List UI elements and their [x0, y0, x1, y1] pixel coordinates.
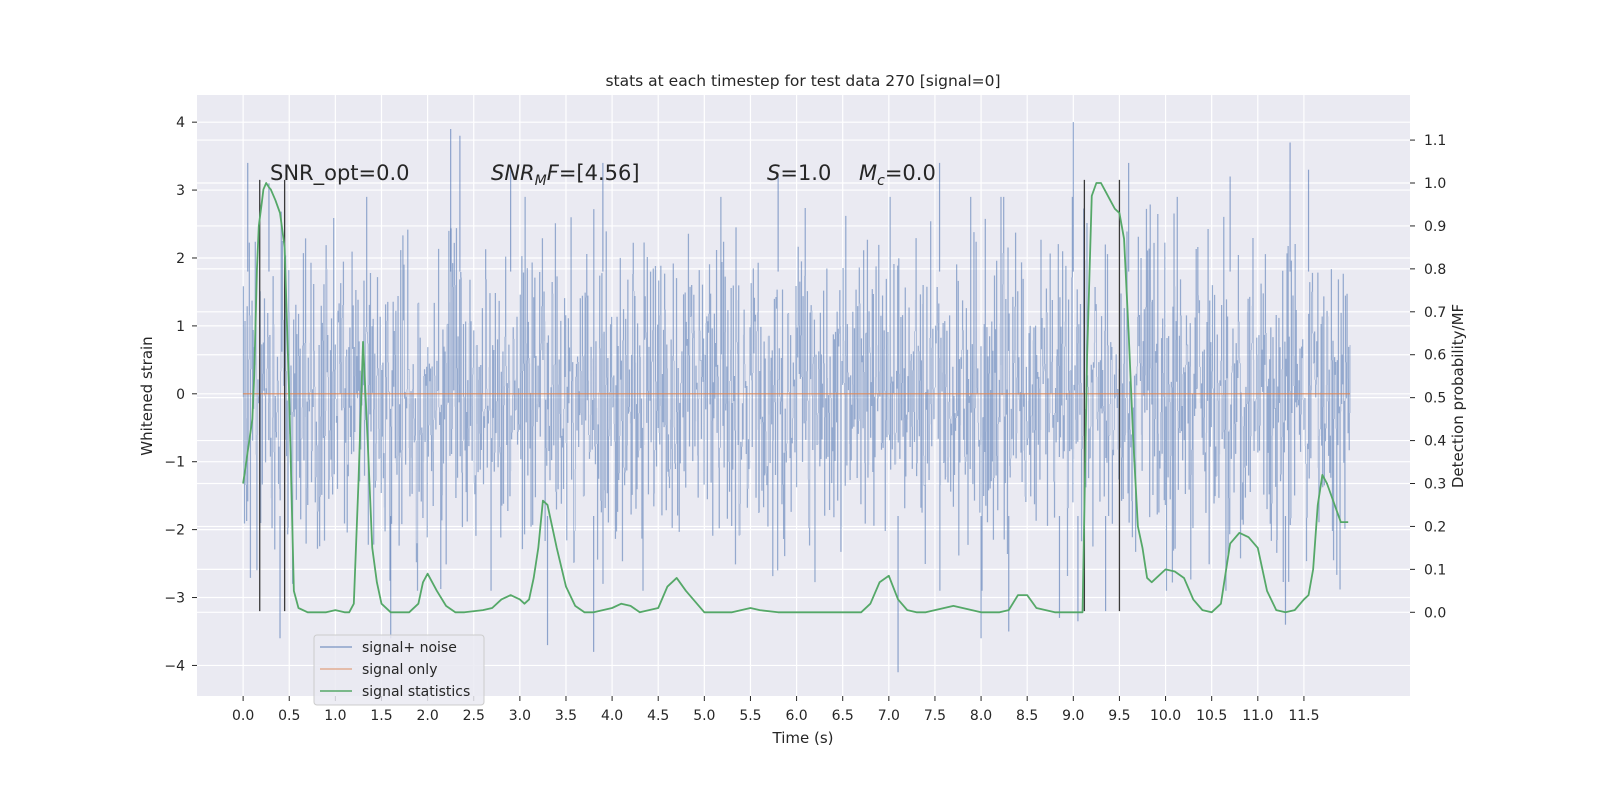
- legend: signal+ noise signal only signal statist…: [313, 634, 485, 706]
- signal-statistics-line: [242, 182, 1349, 614]
- y2-tick-label: 1.1: [1424, 133, 1446, 149]
- x-tick-label: 11.5: [1288, 708, 1319, 724]
- x-tick-label: 6.0: [785, 708, 807, 724]
- annotation-snr-mf-value: =[4.56]: [559, 161, 640, 185]
- x-tick-label: 7.0: [878, 708, 900, 724]
- y-tick-label: −3: [164, 591, 185, 607]
- chart-title: stats at each timestep for test data 270…: [605, 72, 1000, 90]
- x-tick-label: 0.5: [278, 708, 300, 724]
- y-tick-label: 3: [176, 183, 185, 199]
- series-signal-statistics: [242, 182, 1349, 614]
- annotation-row: SNR_opt=0.0 SNRMF=[4.56] S=1.0 Mc=0.0: [270, 161, 936, 189]
- x-tick-label: 11.0: [1242, 708, 1273, 724]
- y2-tick-label: 0.4: [1424, 434, 1446, 450]
- y2-tick-label: 0.9: [1424, 219, 1446, 235]
- x-tick-label: 4.5: [647, 708, 669, 724]
- x-tick-label: 1.5: [370, 708, 392, 724]
- x-tick-label: 5.5: [739, 708, 761, 724]
- legend-label-signal-noise: signal+ noise: [362, 640, 457, 656]
- annotation-mc: Mc=0.0: [859, 161, 936, 189]
- y2-tick-label: 0.0: [1424, 605, 1446, 621]
- y2-tick-label: 0.5: [1424, 391, 1446, 407]
- x-tick-label: 5.0: [693, 708, 715, 724]
- y-tick-label: −2: [164, 523, 185, 539]
- x-tick-label: 0.0: [232, 708, 254, 724]
- y2-tick-label: 0.8: [1424, 262, 1446, 278]
- x-tick-label: 8.5: [1016, 708, 1038, 724]
- annotation-snr-opt: SNR_opt=0.0: [270, 161, 410, 186]
- x-tick-label: 9.0: [1062, 708, 1084, 724]
- x-tick-label: 1.0: [324, 708, 346, 724]
- y2-tick-label: 0.3: [1424, 477, 1446, 493]
- annotation-mc-main: M: [859, 161, 877, 185]
- series-signal-noise: [242, 122, 1351, 673]
- legend-label-signal-only: signal only: [362, 662, 437, 678]
- y-tick-label: 1: [176, 319, 185, 335]
- x-axis-title: Time (s): [772, 729, 834, 747]
- x-tick-label: 10.5: [1196, 708, 1227, 724]
- legend-box: [313, 634, 485, 706]
- y-tick-label: −4: [164, 658, 185, 674]
- annotation-snr-mf: SNRMF=[4.56]: [491, 161, 640, 189]
- legend-label-signal-statistics: signal statistics: [362, 684, 470, 700]
- annotation-s-main: S: [767, 161, 780, 185]
- y-axis-title: Whitened strain: [138, 336, 156, 455]
- noise-trace: [242, 196, 1351, 591]
- x-tick-label: 3.0: [509, 708, 531, 724]
- y-tick-label: 2: [176, 251, 185, 267]
- annotation-snr-mf-main: SNR: [491, 161, 535, 185]
- y2-tick-label: 0.1: [1424, 562, 1446, 578]
- x-tick-label: 2.5: [463, 708, 485, 724]
- x-tick-label: 9.5: [1108, 708, 1130, 724]
- annotation-s: S=1.0: [767, 161, 831, 185]
- annotation-snr-mf-rest: F: [547, 161, 560, 185]
- x-tick-label: 10.0: [1150, 708, 1181, 724]
- x-tick-label: 7.5: [924, 708, 946, 724]
- y2-tick-label: 1.0: [1424, 176, 1446, 192]
- x-tick-label: 6.5: [832, 708, 854, 724]
- annotation-mc-sub: c: [877, 173, 885, 189]
- annotation-snr-mf-sub: M: [535, 173, 547, 189]
- x-tick-label: 4.0: [601, 708, 623, 724]
- y-tick-label: 0: [176, 387, 185, 403]
- y-tick-label: 4: [176, 115, 185, 131]
- x-tick-label: 3.5: [555, 708, 577, 724]
- y2-tick-label: 0.6: [1424, 348, 1446, 364]
- x-tick-label: 2.0: [416, 708, 438, 724]
- y2-tick-label: 0.7: [1424, 305, 1446, 321]
- annotation-s-value: =1.0: [780, 161, 831, 185]
- annotation-mc-value: =0.0: [885, 161, 936, 185]
- y2-axis-ticks: 1.1 1.0 0.9 0.8 0.7 0.6 0.5 0.4 0.3 0.2 0.1 0.0: [1410, 133, 1446, 621]
- y-axis-ticks: 4 3 2 1 0 −1 −2 −3 −4: [164, 115, 197, 674]
- x-axis-ticks: 0.0 0.5 1.0 1.5 2.0 2.5 3.0 3.5 4.0 4.5 5.0 5.5 6.0 6…: [232, 696, 1320, 724]
- x-tick-label: 8.0: [970, 708, 992, 724]
- y-tick-label: −1: [164, 455, 185, 471]
- y2-axis-title: Detection probability/MF: [1449, 304, 1467, 488]
- y2-tick-label: 0.2: [1424, 519, 1446, 535]
